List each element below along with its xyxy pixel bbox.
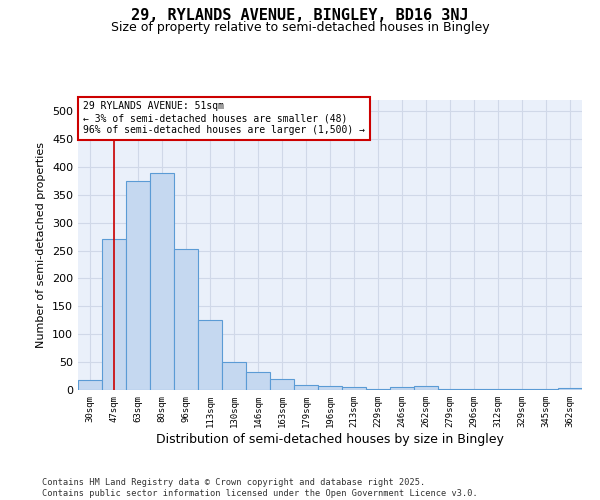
Bar	[558, 388, 582, 390]
Bar	[366, 389, 390, 390]
X-axis label: Distribution of semi-detached houses by size in Bingley: Distribution of semi-detached houses by …	[156, 432, 504, 446]
Bar	[342, 387, 366, 390]
Bar	[294, 385, 318, 390]
Bar	[486, 389, 510, 390]
Bar	[150, 172, 174, 390]
Bar	[102, 240, 126, 390]
Text: 29 RYLANDS AVENUE: 51sqm
← 3% of semi-detached houses are smaller (48)
96% of se: 29 RYLANDS AVENUE: 51sqm ← 3% of semi-de…	[83, 102, 365, 134]
Bar	[78, 380, 102, 390]
Bar	[438, 389, 462, 390]
Bar	[198, 320, 222, 390]
Bar	[126, 181, 150, 390]
Bar	[414, 386, 438, 390]
Bar	[318, 386, 342, 390]
Bar	[246, 372, 270, 390]
Text: Contains HM Land Registry data © Crown copyright and database right 2025.
Contai: Contains HM Land Registry data © Crown c…	[42, 478, 478, 498]
Text: Size of property relative to semi-detached houses in Bingley: Size of property relative to semi-detach…	[110, 21, 490, 34]
Bar	[222, 362, 246, 390]
Bar	[390, 387, 414, 390]
Bar	[270, 380, 294, 390]
Text: 29, RYLANDS AVENUE, BINGLEY, BD16 3NJ: 29, RYLANDS AVENUE, BINGLEY, BD16 3NJ	[131, 8, 469, 22]
Y-axis label: Number of semi-detached properties: Number of semi-detached properties	[37, 142, 46, 348]
Bar	[174, 250, 198, 390]
